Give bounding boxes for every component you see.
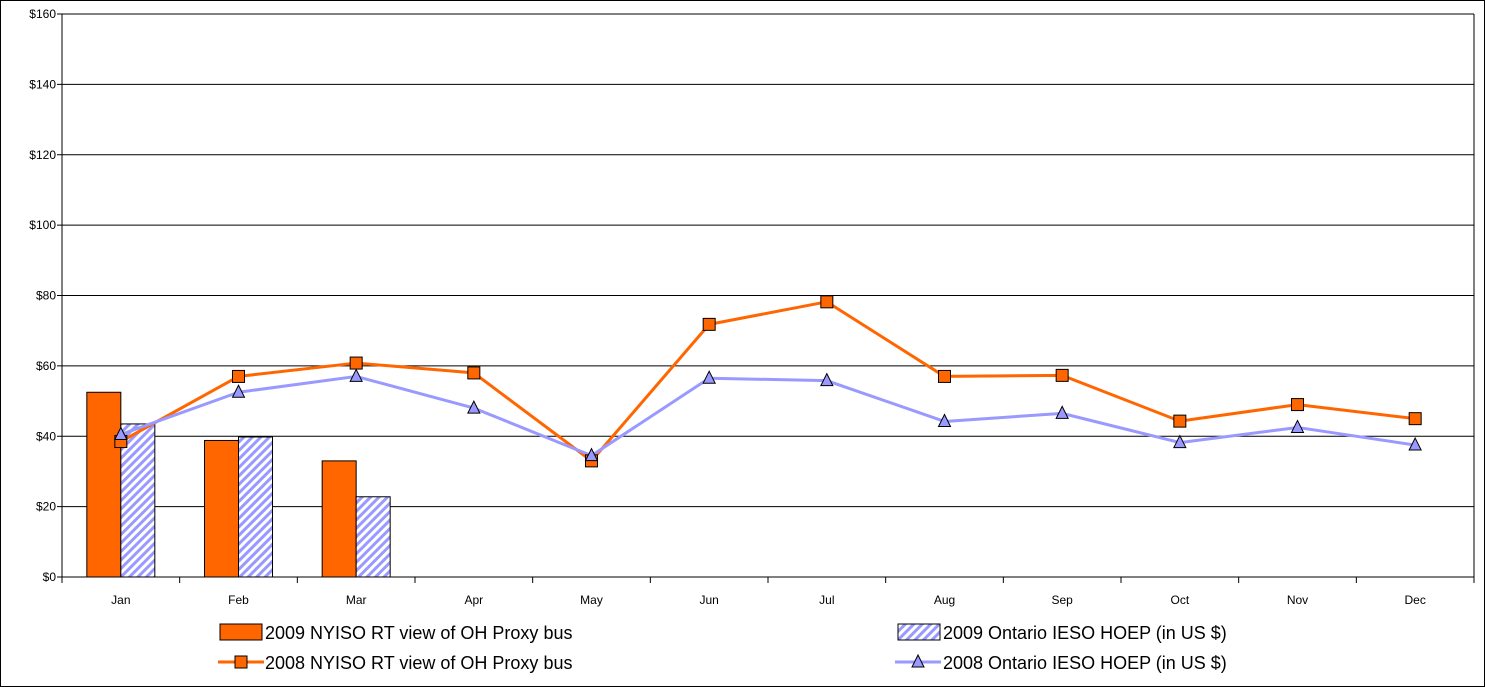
legend-label-2009-ontario: 2009 Ontario IESO HOEP (in US $) — [943, 623, 1227, 643]
point-2008-ontario — [702, 370, 716, 384]
bar-2009-ontario — [120, 423, 156, 578]
bar-2009-nyiso — [86, 391, 122, 578]
bar-2009-ontario — [238, 436, 273, 578]
legend-item-2009-nyiso: 2009 NYISO RT view of OH Proxy bus — [219, 623, 572, 643]
legend-item-2009-ontario: 2009 Ontario IESO HOEP (in US $) — [897, 623, 1227, 643]
y-tick-label: $20 — [36, 500, 56, 514]
y-tick-label: $40 — [36, 429, 56, 443]
point-2008-nyiso — [938, 369, 951, 383]
bar-2009-nyiso — [204, 439, 239, 578]
x-tick-label: Jun — [699, 593, 718, 607]
point-2008-ontario — [1055, 405, 1069, 419]
point-2008-ontario — [231, 384, 246, 398]
x-tick-label: Dec — [1404, 593, 1425, 607]
legend-swatch-2009-ontario — [897, 623, 941, 641]
bar-series — [86, 391, 391, 578]
y-tick-label: $60 — [36, 359, 56, 373]
point-2008-ontario — [1290, 419, 1305, 433]
x-tick-label: Aug — [934, 593, 955, 607]
line-series — [114, 295, 1422, 468]
point-2008-nyiso — [232, 369, 245, 383]
x-tick-label: Jul — [819, 593, 834, 607]
point-2008-ontario — [584, 447, 599, 462]
bar-2009-nyiso — [321, 460, 357, 578]
point-2008-ontario — [114, 426, 128, 440]
point-2008-nyiso — [1291, 398, 1304, 412]
point-2008-nyiso — [1408, 412, 1422, 426]
x-tick-label: Jan — [111, 593, 130, 607]
point-2008-nyiso — [820, 295, 834, 309]
x-axis: Jan Feb Mar Apr May Jun Jul Aug Sep Oct Nov Dec — [61, 576, 1475, 607]
legend-item-2008-ontario: 2008 Ontario IESO HOEP (in US $) — [895, 653, 1227, 673]
x-tick-label: Apr — [464, 593, 483, 607]
point-2008-nyiso — [467, 366, 481, 380]
legend: 2009 NYISO RT view of OH Proxy bus 2009 … — [218, 623, 1227, 673]
legend-label-2008-ontario: 2008 Ontario IESO HOEP (in US $) — [943, 653, 1227, 673]
x-tick-label: May — [580, 593, 603, 607]
gridlines — [62, 13, 1475, 578]
y-tick-label: $140 — [29, 77, 56, 91]
legend-swatch-2009-nyiso — [219, 623, 263, 641]
y-axis: $0 $20 $40 $60 $80 $100 $120 $140 $160 — [29, 7, 63, 584]
point-2008-ontario — [1408, 436, 1422, 451]
line-2008-nyiso — [120, 300, 1416, 463]
x-tick-label: Feb — [228, 593, 249, 607]
x-tick-label: Oct — [1170, 593, 1189, 607]
y-tick-label: $160 — [29, 7, 56, 21]
legend-item-2008-nyiso: 2008 NYISO RT view of OH Proxy bus — [218, 653, 572, 673]
x-tick-label: Sep — [1051, 593, 1073, 607]
point-2008-nyiso — [1173, 414, 1187, 428]
legend-label-2009-nyiso: 2009 NYISO RT view of OH Proxy bus — [265, 623, 572, 643]
y-tick-label: $80 — [36, 289, 56, 303]
x-tick-label: Mar — [346, 593, 367, 607]
y-tick-label: $100 — [29, 218, 56, 232]
line-2008-ontario — [120, 374, 1416, 458]
legend-label-2008-nyiso: 2008 NYISO RT view of OH Proxy bus — [265, 653, 572, 673]
point-2008-nyiso — [702, 317, 716, 331]
legend-marker-2008-nyiso — [234, 655, 248, 669]
bar-2009-ontario — [355, 496, 391, 578]
point-2008-ontario — [1173, 434, 1187, 449]
point-2008-ontario — [467, 399, 481, 414]
point-2008-ontario — [820, 372, 834, 387]
y-tick-label: $120 — [29, 148, 56, 162]
point-2008-nyiso — [1055, 368, 1069, 382]
point-2008-nyiso — [349, 356, 363, 370]
point-2008-ontario — [349, 368, 363, 382]
x-tick-label: Nov — [1287, 593, 1308, 607]
y-tick-label: $0 — [43, 570, 57, 584]
legend-marker-2008-ontario — [911, 653, 925, 668]
point-2008-ontario — [937, 413, 952, 427]
